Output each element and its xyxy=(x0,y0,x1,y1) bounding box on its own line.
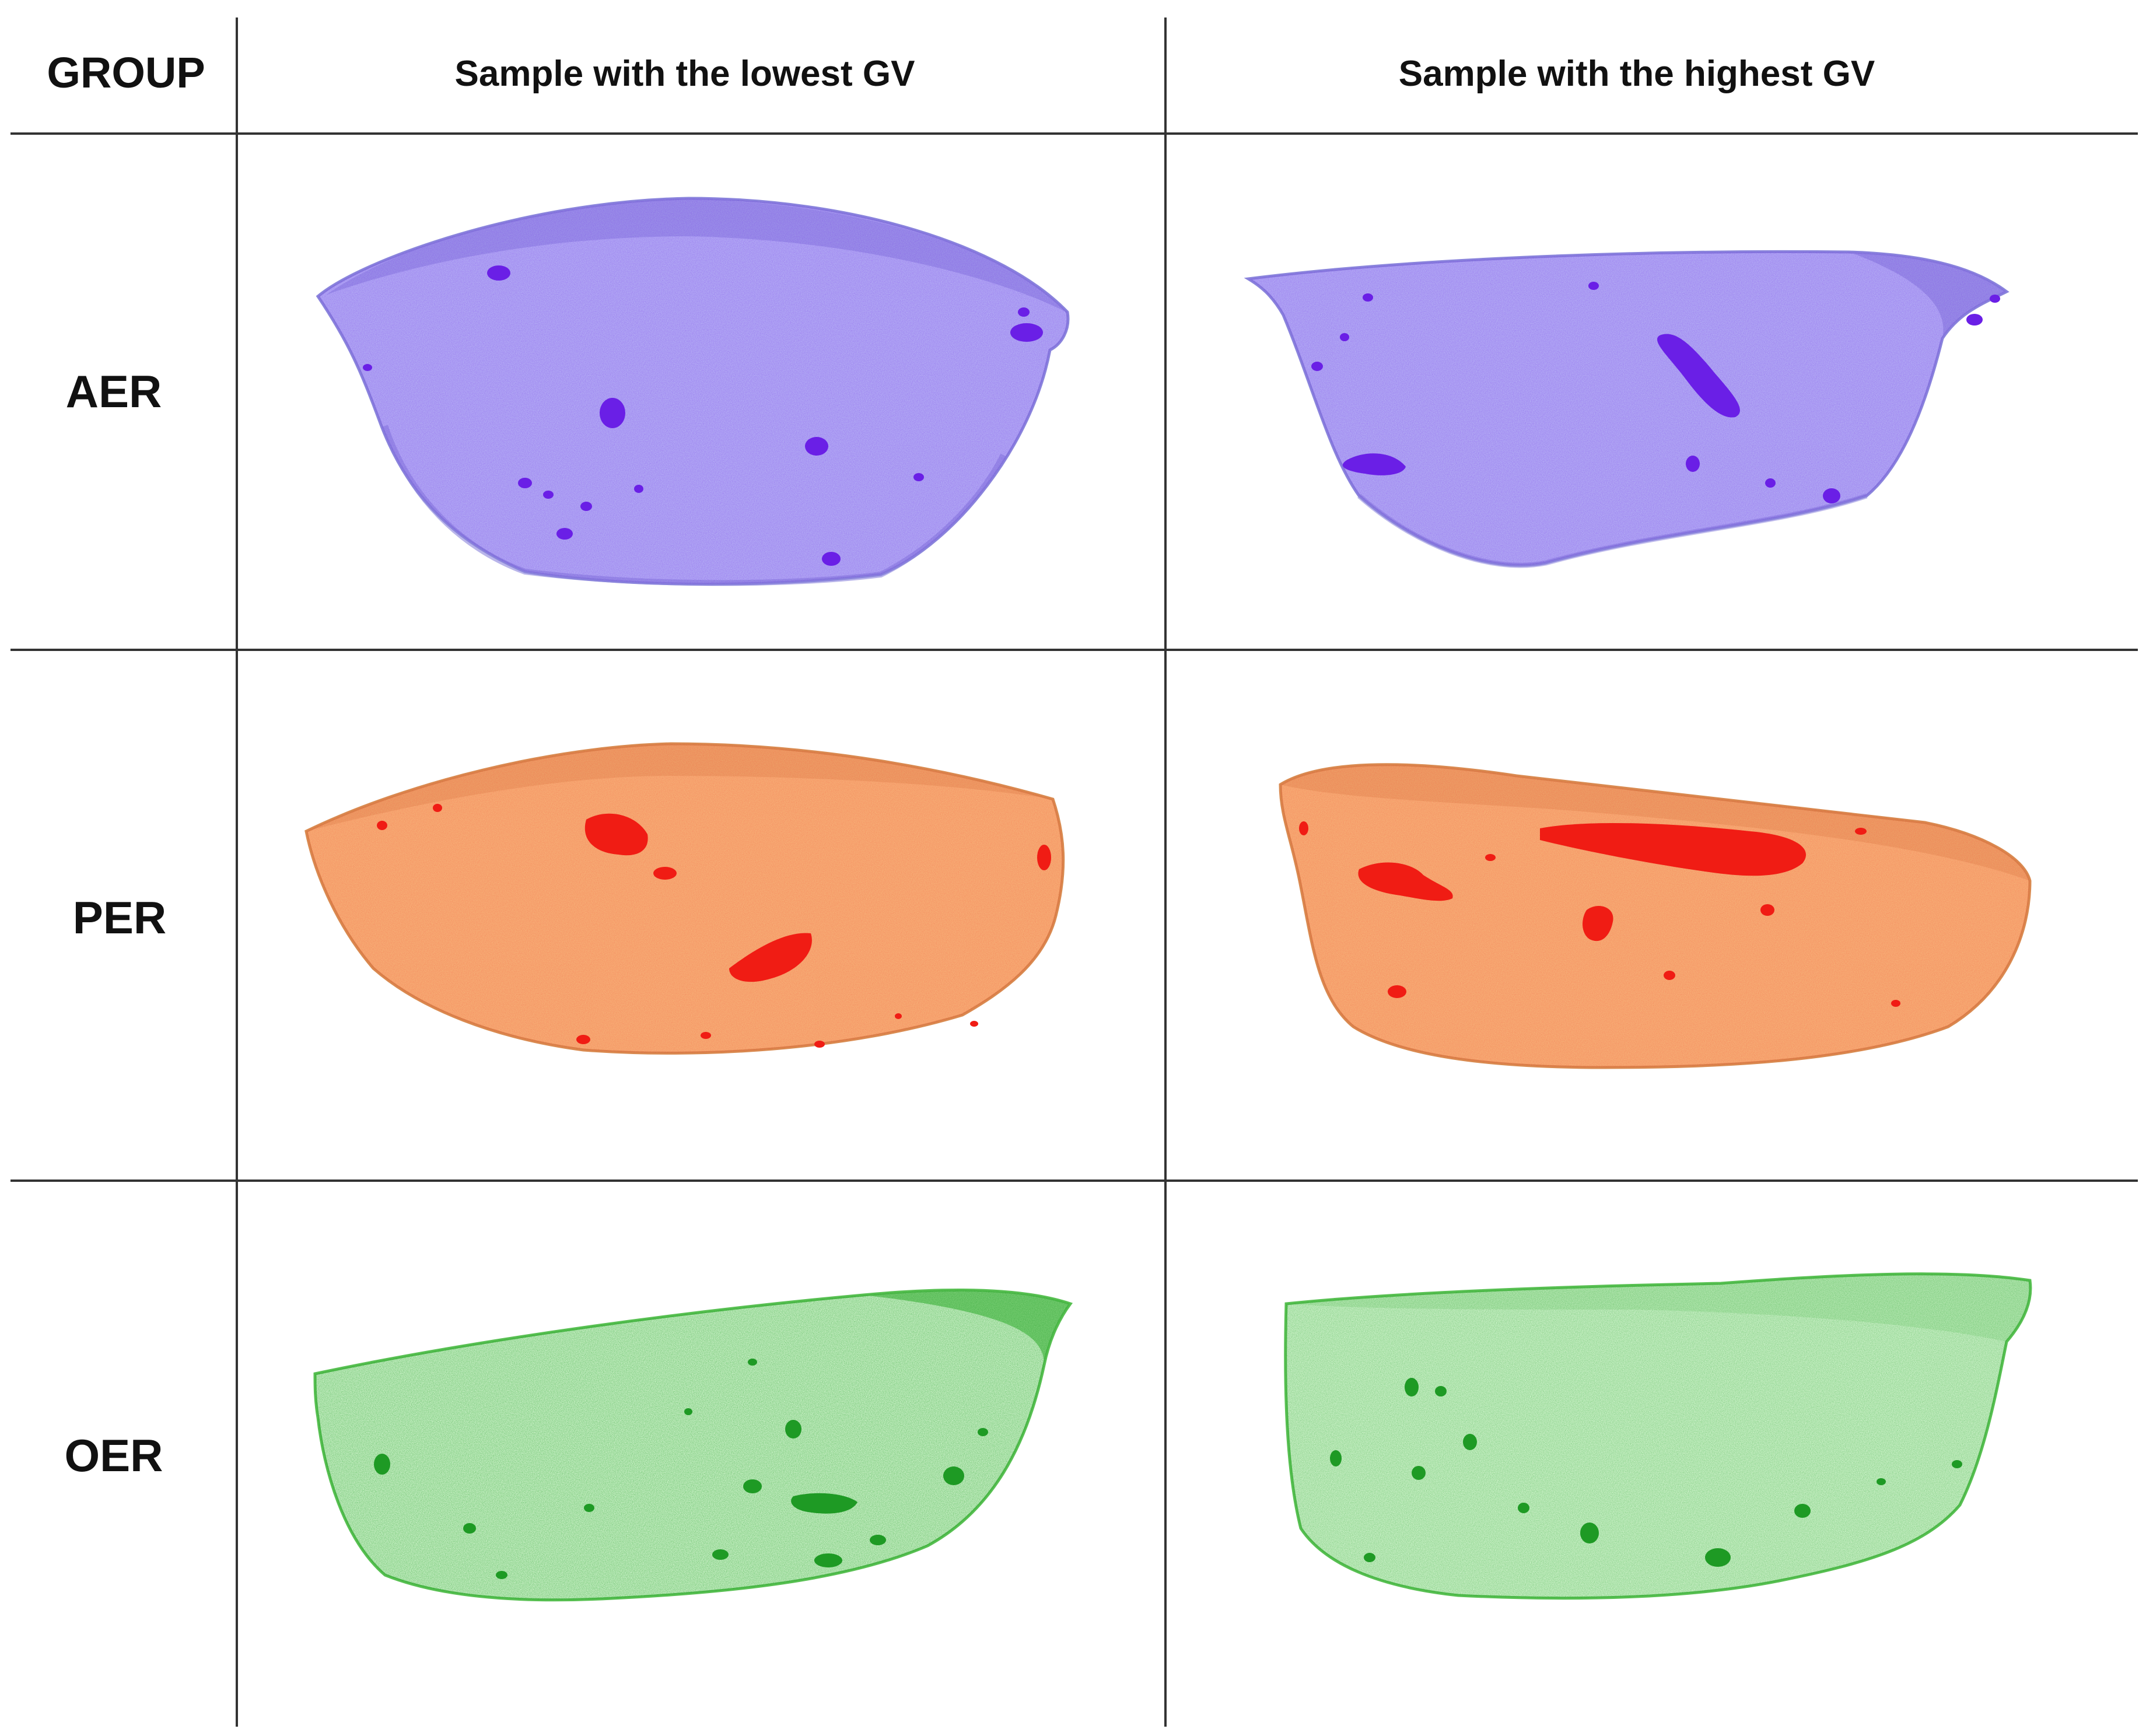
oer-lowest-gv-sample-render xyxy=(313,1289,1073,1602)
header-col-highest-gv: Sample with the highest GV xyxy=(1399,54,1875,94)
row-label-aer: AER xyxy=(66,366,162,417)
aer-lowest-gv-sample-render xyxy=(316,197,1070,586)
per-lowest-gv-sample-render xyxy=(304,742,1065,1055)
header-group-label: GROUP xyxy=(47,48,205,97)
aer-highest-gv-sample-render xyxy=(1244,250,2010,568)
row-label-oer: OER xyxy=(64,1430,163,1481)
oer-highest-gv-sample-render xyxy=(1284,1272,2032,1600)
per-highest-gv-sample-render xyxy=(1279,763,2032,1069)
header-col-lowest-gv: Sample with the lowest GV xyxy=(455,54,915,94)
row-label-per: PER xyxy=(73,892,166,943)
table-grid-lines xyxy=(10,18,2138,1727)
